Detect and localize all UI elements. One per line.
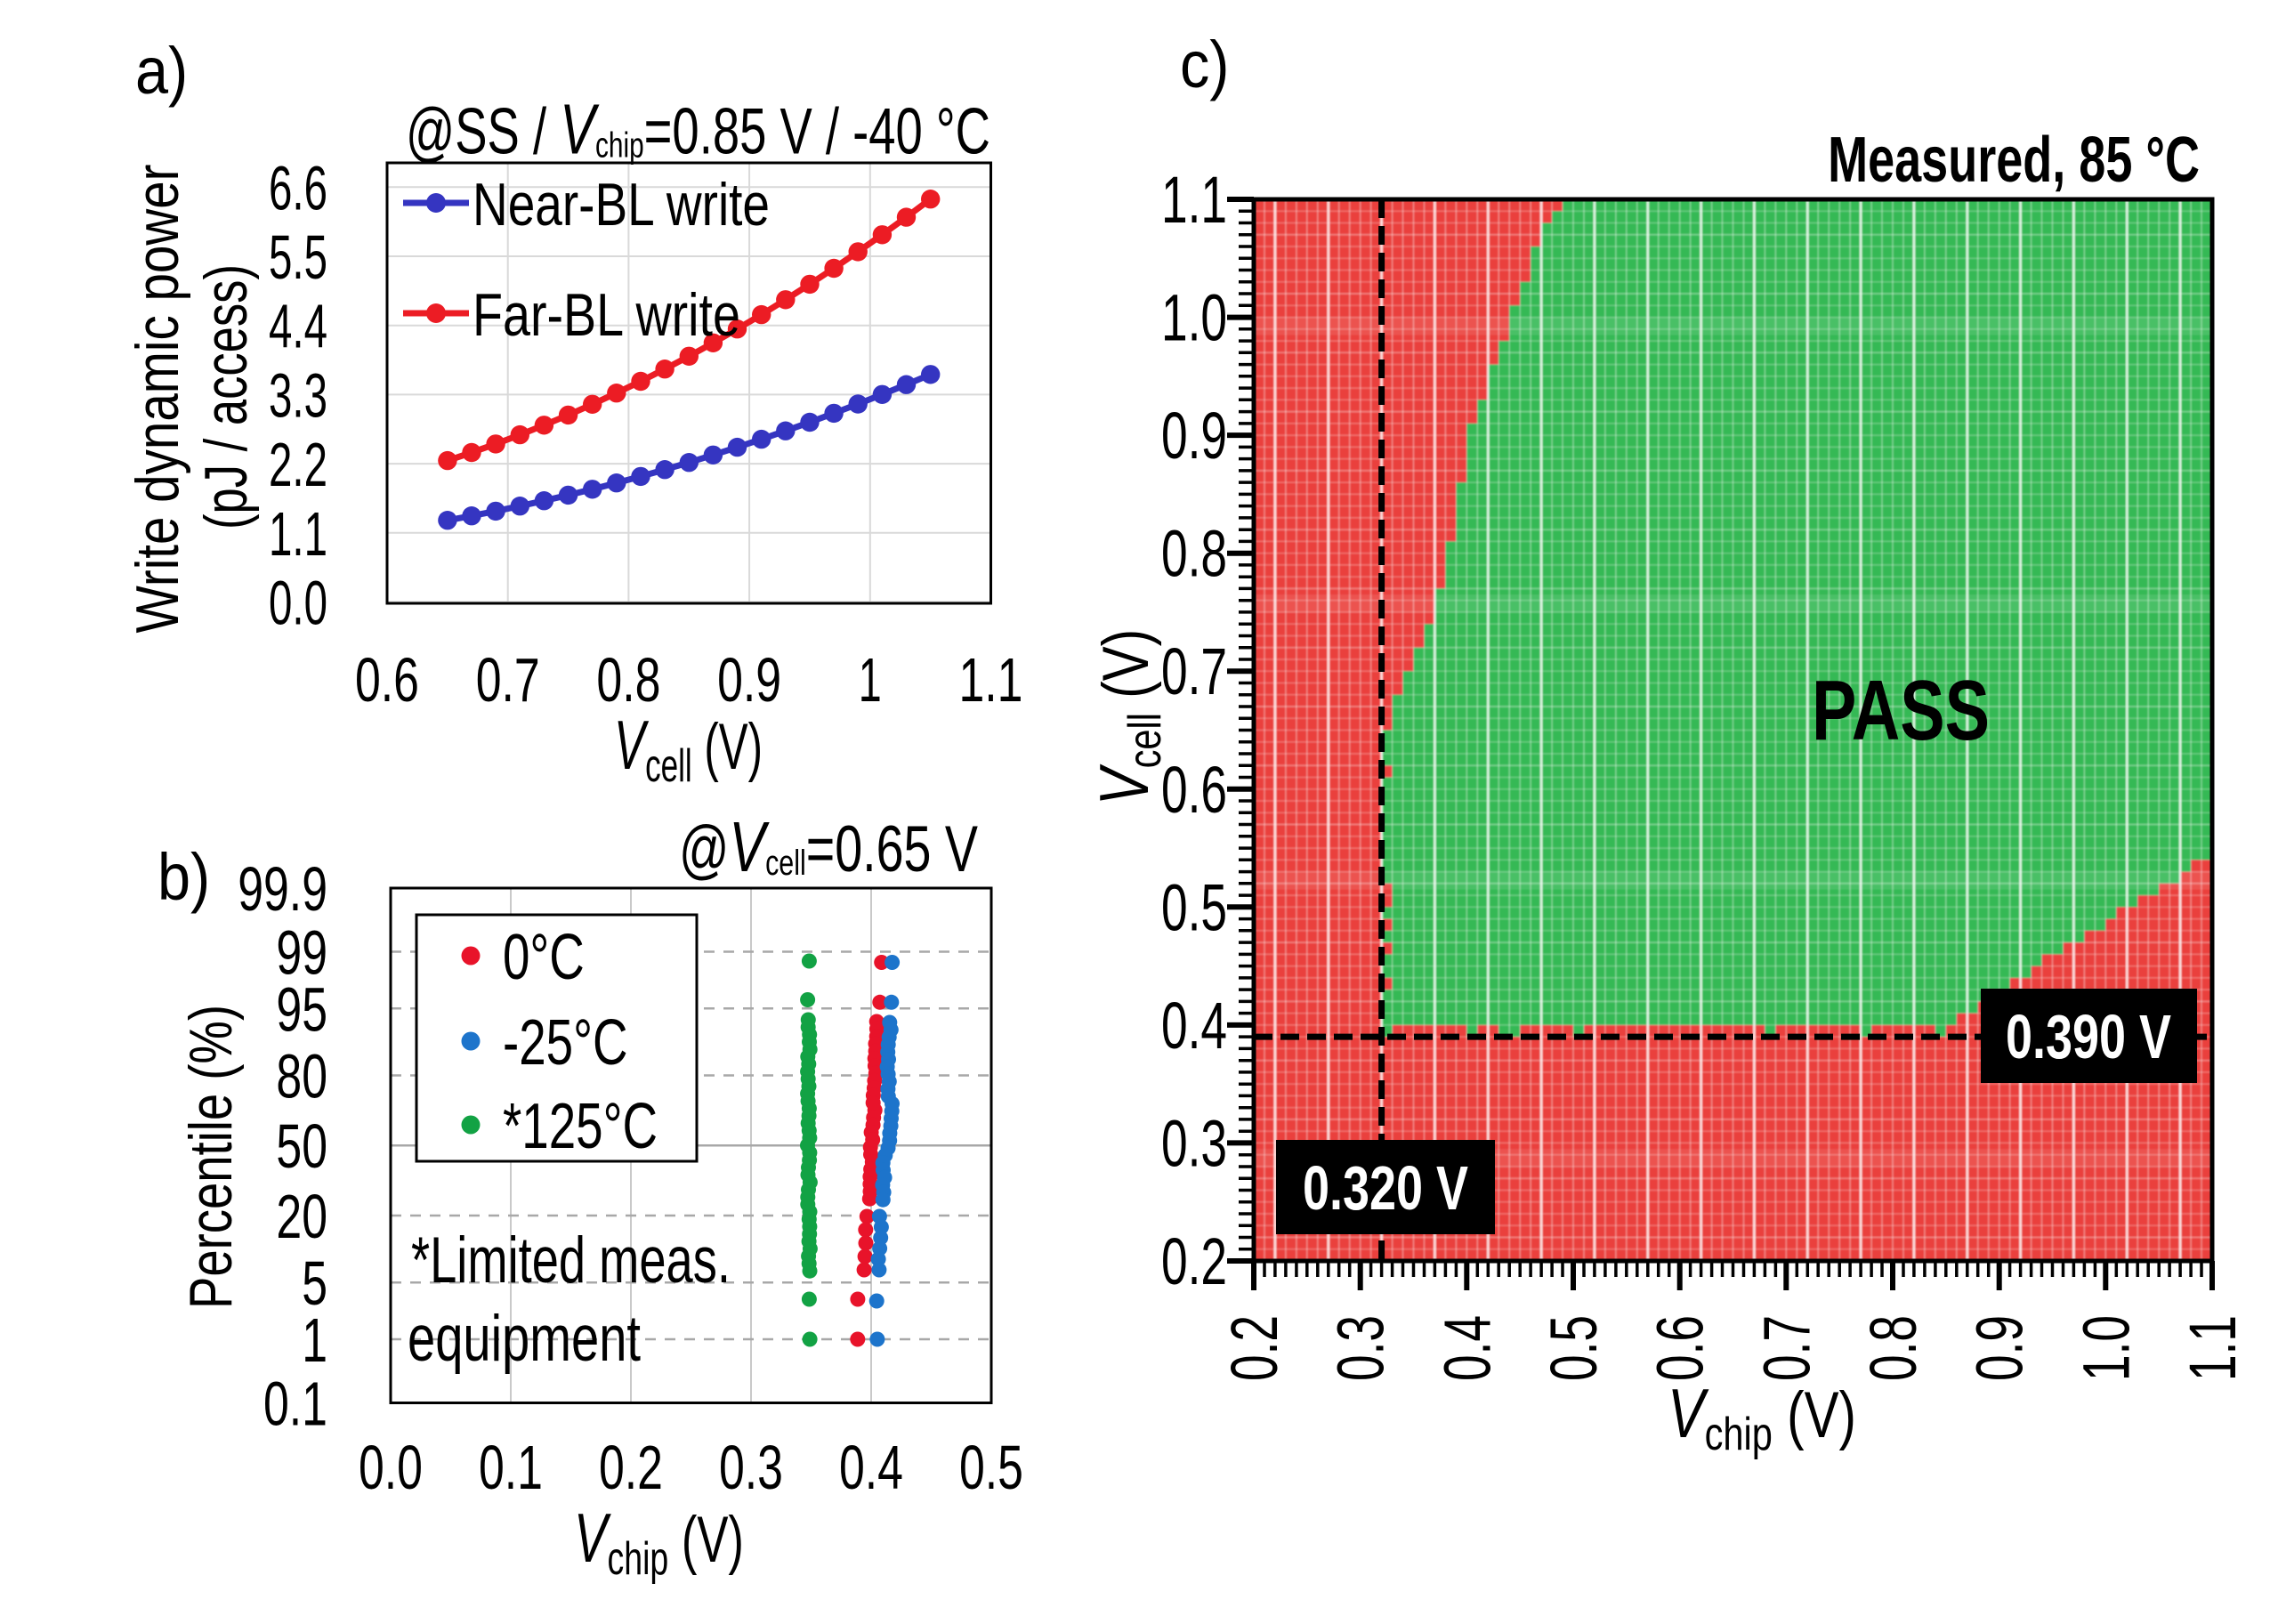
svg-text:0.4: 0.4 bbox=[1431, 1315, 1505, 1381]
svg-text:0.2: 0.2 bbox=[1217, 1315, 1291, 1381]
svg-text:0.4: 0.4 bbox=[1161, 989, 1227, 1062]
svg-text:0.1: 0.1 bbox=[479, 1433, 543, 1502]
svg-text:1: 1 bbox=[859, 644, 882, 715]
svg-text:1.0: 1.0 bbox=[1161, 281, 1227, 355]
svg-text:0.8: 0.8 bbox=[1856, 1315, 1930, 1381]
svg-text:@SS / Vchip=0.85 V / -40 °C: @SS / Vchip=0.85 V / -40 °C bbox=[406, 89, 990, 169]
svg-text:(pJ / access): (pJ / access) bbox=[191, 264, 259, 529]
svg-text:0.5: 0.5 bbox=[1161, 871, 1227, 945]
svg-text:0.7: 0.7 bbox=[1161, 635, 1227, 709]
svg-text:0.9: 0.9 bbox=[1161, 400, 1227, 473]
svg-text:1.1: 1.1 bbox=[959, 645, 1023, 715]
svg-text:a): a) bbox=[135, 34, 188, 108]
svg-text:*125°C: *125°C bbox=[503, 1090, 658, 1162]
svg-text:1: 1 bbox=[302, 1305, 327, 1375]
svg-text:0.8: 0.8 bbox=[596, 645, 660, 715]
svg-text:1.1: 1.1 bbox=[2176, 1315, 2250, 1381]
svg-text:0.9: 0.9 bbox=[1963, 1315, 2037, 1381]
svg-text:0.0: 0.0 bbox=[359, 1433, 423, 1502]
svg-text:4.4: 4.4 bbox=[269, 291, 327, 360]
svg-text:20: 20 bbox=[276, 1182, 327, 1251]
svg-text:Write dynamic power: Write dynamic power bbox=[124, 165, 191, 634]
svg-text:0°C: 0°C bbox=[503, 921, 585, 993]
svg-text:0.7: 0.7 bbox=[1750, 1315, 1824, 1381]
svg-text:0.390 V: 0.390 V bbox=[2006, 1002, 2171, 1071]
svg-text:0.6: 0.6 bbox=[1644, 1315, 1717, 1381]
svg-text:5.5: 5.5 bbox=[269, 222, 327, 292]
svg-text:PASS: PASS bbox=[1812, 663, 1990, 758]
svg-text:0.9: 0.9 bbox=[717, 645, 781, 715]
svg-text:99: 99 bbox=[276, 918, 327, 988]
svg-text:1.1: 1.1 bbox=[269, 499, 327, 569]
svg-text:Vcell (V): Vcell (V) bbox=[614, 707, 763, 792]
svg-text:0.0: 0.0 bbox=[269, 568, 327, 637]
svg-text:2.2: 2.2 bbox=[269, 430, 327, 499]
svg-text:0.5: 0.5 bbox=[959, 1433, 1023, 1502]
svg-text:1.1: 1.1 bbox=[1161, 163, 1227, 237]
svg-text:c): c) bbox=[1180, 28, 1229, 101]
svg-text:0.7: 0.7 bbox=[476, 645, 540, 715]
svg-text:0.3: 0.3 bbox=[1324, 1315, 1398, 1381]
svg-text:Near-BL write: Near-BL write bbox=[473, 172, 770, 239]
svg-text:3.3: 3.3 bbox=[269, 360, 327, 430]
svg-text:equipment: equipment bbox=[408, 1302, 641, 1375]
svg-text:80: 80 bbox=[276, 1042, 327, 1111]
svg-text:0.4: 0.4 bbox=[839, 1433, 903, 1502]
svg-text:b): b) bbox=[158, 840, 210, 914]
svg-text:Measured, 85 °C: Measured, 85 °C bbox=[1828, 125, 2200, 196]
svg-text:Vchip (V): Vchip (V) bbox=[1668, 1374, 1856, 1459]
svg-text:95: 95 bbox=[276, 975, 327, 1045]
svg-text:0.2: 0.2 bbox=[599, 1433, 663, 1502]
svg-text:Far-BL write: Far-BL write bbox=[473, 282, 740, 350]
svg-text:0.5: 0.5 bbox=[1537, 1315, 1611, 1381]
svg-text:@Vcell=0.65 V: @Vcell=0.65 V bbox=[679, 808, 978, 887]
svg-text:0.320 V: 0.320 V bbox=[1303, 1153, 1468, 1223]
svg-text:5: 5 bbox=[302, 1249, 327, 1319]
svg-text:50: 50 bbox=[276, 1112, 327, 1182]
svg-text:0.3: 0.3 bbox=[1161, 1107, 1227, 1181]
svg-text:0.3: 0.3 bbox=[719, 1433, 783, 1502]
svg-text:1.0: 1.0 bbox=[2070, 1315, 2144, 1381]
svg-text:-25°C: -25°C bbox=[503, 1006, 627, 1079]
svg-text:*Limited meas.: *Limited meas. bbox=[411, 1224, 731, 1297]
svg-text:0.2: 0.2 bbox=[1161, 1224, 1227, 1298]
svg-text:99.9: 99.9 bbox=[238, 854, 327, 924]
svg-text:Percentile (%): Percentile (%) bbox=[177, 1005, 245, 1309]
svg-text:Vchip (V): Vchip (V) bbox=[574, 1499, 744, 1584]
svg-text:0.8: 0.8 bbox=[1161, 517, 1227, 591]
svg-text:6.6: 6.6 bbox=[269, 153, 327, 222]
svg-text:0.1: 0.1 bbox=[263, 1369, 327, 1439]
svg-text:0.6: 0.6 bbox=[1161, 753, 1227, 827]
svg-text:0.6: 0.6 bbox=[355, 645, 419, 715]
svg-text:Vcell (V): Vcell (V) bbox=[1085, 629, 1170, 805]
